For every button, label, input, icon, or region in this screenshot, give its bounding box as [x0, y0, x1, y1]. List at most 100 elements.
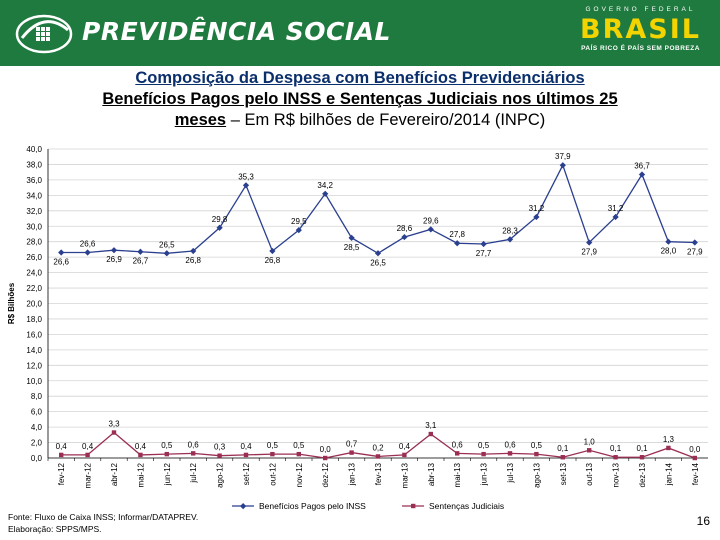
- legend-marker: [240, 503, 247, 510]
- line-chart: 0,0 2,0 4,0 6,0 8,0 10,0 12,0 14,0 16,0 18,0 20,0 2…: [7, 145, 708, 511]
- gov-slogan: PAÍS RICO É PAÍS SEM POBREZA: [581, 45, 700, 52]
- data-label: 27,8: [449, 230, 465, 239]
- gov-brasil-word: BRASIL: [580, 14, 701, 45]
- x-tick-label: jan-13: [348, 462, 357, 486]
- data-point: [691, 239, 698, 246]
- x-tick-label: jul-12: [189, 462, 198, 483]
- data-point: [507, 451, 513, 456]
- data-label: 0,1: [636, 444, 648, 453]
- previdencia-logo-icon: [15, 14, 73, 54]
- data-point: [164, 451, 169, 457]
- data-point: [559, 162, 566, 169]
- data-label: 3,3: [108, 420, 120, 429]
- data-label: 0,4: [56, 442, 68, 451]
- gov-top-text: GOVERNO FEDERAL: [585, 6, 696, 13]
- data-label: 31,2: [608, 204, 624, 213]
- data-point: [560, 455, 565, 460]
- data-point: [110, 247, 118, 254]
- data-label: 26,5: [370, 258, 386, 267]
- data-point: [454, 240, 461, 247]
- data-point: [243, 452, 249, 458]
- y-tick-label: 6,0: [31, 408, 43, 417]
- data-label: 0,1: [610, 444, 622, 453]
- x-tick-label: ago-12: [216, 462, 225, 487]
- data-label: 0,5: [161, 441, 173, 450]
- data-point: [375, 454, 381, 459]
- x-tick-label: out-13: [585, 462, 594, 485]
- data-label: 27,9: [687, 247, 703, 256]
- data-label: 0,7: [346, 440, 358, 449]
- data-point: [111, 430, 117, 435]
- slide-title: Composição da Despesa com Benefícios Pre…: [20, 68, 700, 131]
- data-label: 0,0: [689, 445, 701, 454]
- y-tick-label: 20,0: [26, 300, 42, 309]
- elaboration-text: Elaboração: SPPS/MPS.: [8, 524, 102, 534]
- data-point: [587, 448, 592, 453]
- x-tick-label: nov-12: [295, 462, 304, 487]
- data-point: [374, 250, 382, 257]
- data-point: [191, 451, 196, 456]
- x-tick-label: mai-12: [136, 462, 145, 487]
- data-label: 26,9: [106, 255, 122, 264]
- x-tick-label: set-13: [559, 462, 568, 485]
- data-point: [58, 249, 65, 256]
- data-point: [59, 452, 64, 458]
- y-tick-label: 28,0: [26, 238, 42, 247]
- x-tick-label: nov-13: [612, 462, 621, 487]
- y-tick-label: 32,0: [26, 207, 42, 216]
- data-point: [217, 453, 222, 458]
- data-label: 35,3: [238, 172, 254, 181]
- data-label: 34,2: [317, 181, 333, 190]
- x-tick-label: set-12: [242, 462, 251, 485]
- x-tick-label: out-12: [268, 462, 277, 485]
- legend-label: Sentenças Judiciais: [429, 501, 504, 511]
- y-tick-label: 8,0: [31, 392, 43, 401]
- x-tick-label: fev-14: [691, 462, 700, 485]
- data-label: 37,9: [555, 152, 571, 161]
- header-banner: PREVIDÊNCIA SOCIAL GOVERNO FEDERAL BRASI…: [0, 0, 720, 66]
- y-tick-label: 22,0: [26, 284, 42, 293]
- source-note: Fonte: Fluxo de Caixa INSS; Informar/DAT…: [8, 511, 198, 535]
- y-tick-label: 24,0: [26, 269, 42, 278]
- data-point: [613, 455, 618, 460]
- data-point: [163, 250, 170, 257]
- data-point: [506, 236, 514, 243]
- y-tick-label: 12,0: [26, 361, 42, 370]
- x-tick-label: abr-12: [110, 462, 119, 486]
- data-label: 0,1: [557, 444, 569, 453]
- data-point: [455, 451, 460, 456]
- brand-title: PREVIDÊNCIA SOCIAL: [82, 17, 391, 46]
- legend-label: Benefícios Pagos pelo INSS: [259, 501, 366, 511]
- data-label: 0,0: [320, 445, 332, 454]
- data-label: 0,4: [82, 442, 94, 451]
- y-tick-label: 4,0: [31, 423, 43, 432]
- data-point: [481, 451, 486, 457]
- data-point: [402, 452, 407, 458]
- y-tick-label: 0,0: [31, 454, 43, 463]
- x-tick-label: dez-13: [638, 462, 647, 487]
- data-label: 28,5: [344, 243, 360, 252]
- data-label: 0,5: [531, 441, 543, 450]
- data-point: [323, 455, 328, 461]
- data-label: 0,4: [399, 442, 411, 451]
- data-label: 3,1: [425, 421, 437, 430]
- data-label: 27,7: [476, 249, 492, 258]
- y-axis-label: R$ Bilhões: [7, 282, 16, 324]
- data-label: 0,5: [267, 441, 279, 450]
- y-tick-label: 14,0: [26, 346, 42, 355]
- data-label: 0,4: [240, 442, 252, 451]
- title-line-3-rest: – Em R$ bilhões de Fevereiro/2014 (INPC): [226, 111, 546, 129]
- title-line-3: meses – Em R$ bilhões de Fevereiro/2014 …: [20, 110, 700, 131]
- y-tick-label: 10,0: [26, 377, 42, 386]
- title-line-2: Benefícios Pagos pelo INSS e Sentenças J…: [102, 90, 618, 108]
- y-tick-label: 40,0: [26, 145, 42, 154]
- gov-logo: GOVERNO FEDERAL BRASIL PAÍS RICO É PAÍS …: [568, 6, 713, 52]
- y-tick-label: 36,0: [26, 176, 42, 185]
- y-tick-label: 38,0: [26, 160, 42, 169]
- data-label: 28,3: [502, 226, 518, 235]
- page-number: 16: [696, 514, 710, 528]
- y-tick-label: 34,0: [26, 191, 42, 200]
- y-tick-label: 2,0: [31, 439, 43, 448]
- data-point: [349, 450, 354, 455]
- data-label: 29,8: [212, 215, 228, 224]
